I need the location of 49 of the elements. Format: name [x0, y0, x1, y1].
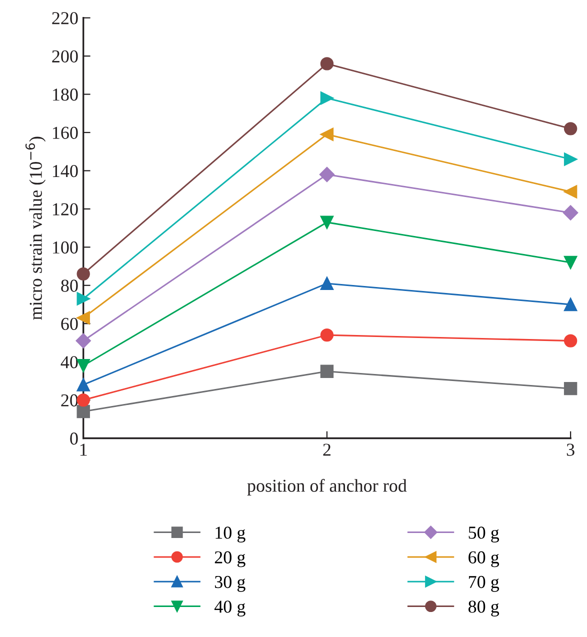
y-tick-label: 200: [52, 50, 78, 62]
point: [320, 364, 334, 378]
y-tick-label: 20: [61, 394, 78, 406]
y-tick-label: 40: [60, 356, 78, 368]
point: [564, 185, 578, 198]
point: [76, 267, 90, 281]
point: [564, 256, 578, 270]
point: [76, 393, 90, 407]
point: [76, 378, 90, 392]
y-tick-label: 220: [52, 12, 78, 24]
y-tick-label: 120: [53, 203, 78, 216]
point: [564, 122, 578, 136]
y-tick-label: 140: [53, 164, 78, 178]
point: [564, 298, 578, 312]
point: [320, 92, 334, 105]
y-tick-label: 0: [70, 432, 78, 445]
point: [564, 152, 578, 166]
point: [76, 311, 90, 324]
y-tick-label: 80: [61, 280, 78, 292]
point: [320, 57, 334, 70]
point: [320, 128, 334, 142]
legend-label: 60 g: [468, 551, 500, 568]
legend-label: 40 g: [214, 600, 246, 616]
point: [320, 276, 334, 290]
legend-label: 50 g: [468, 526, 500, 543]
legend-label: 10 g: [216, 526, 246, 543]
point: [564, 334, 578, 348]
x-tick-label: 1: [80, 444, 87, 456]
y-tick-label: 60: [61, 318, 78, 330]
x-tick-label: 2: [323, 444, 330, 456]
y-tick-label: 160: [53, 126, 78, 139]
point: [76, 359, 90, 372]
point: [76, 333, 91, 348]
point: [319, 166, 335, 182]
point: [564, 382, 578, 396]
legend-label: 70 g: [468, 576, 500, 592]
point: [562, 205, 578, 220]
y-tick-label: 100: [53, 241, 78, 254]
x-axis-title: position of anchor rod: [247, 478, 407, 496]
legend-label: 80 g: [468, 600, 500, 616]
point: [320, 328, 334, 342]
point: [76, 292, 90, 306]
y-tick-label: 180: [53, 88, 78, 101]
x-tick-label: 3: [566, 444, 574, 456]
point: [320, 216, 334, 229]
legend-label: 20 g: [214, 551, 246, 568]
point: [76, 404, 90, 418]
y-axis-title: micro strain value (10$^{−6}$): [25, 136, 46, 320]
legend-label: 30 g: [214, 576, 246, 592]
